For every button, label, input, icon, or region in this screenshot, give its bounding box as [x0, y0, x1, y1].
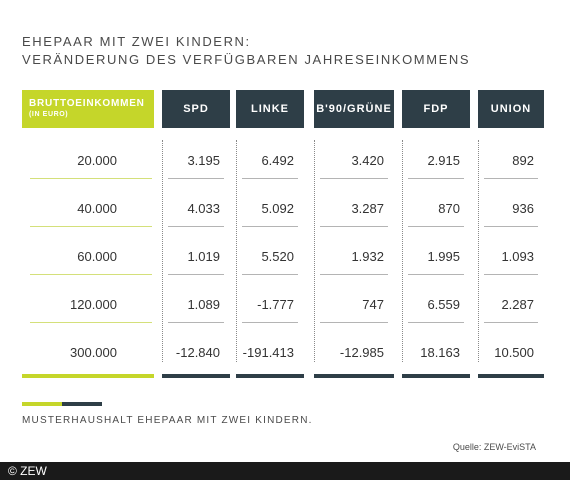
row-rule	[242, 226, 298, 227]
party-header-4: UNION	[478, 90, 544, 128]
bottom-bar-party	[402, 374, 470, 378]
row-rule	[242, 322, 298, 323]
value-cell: 1.093	[501, 249, 534, 264]
row-rule	[30, 274, 152, 275]
row-rule	[484, 226, 538, 227]
income-header-label: BRUTTOEINKOMMEN	[29, 98, 145, 109]
income-value: 300.000	[70, 345, 117, 360]
footnote: MUSTERHAUSHALT EHEPAAR MIT ZWEI KINDERN.	[22, 415, 313, 426]
value-cell: 870	[438, 201, 460, 216]
row-rule	[320, 274, 388, 275]
income-value: 40.000	[77, 201, 117, 216]
income-value: 60.000	[77, 249, 117, 264]
value-cell: 2.287	[501, 297, 534, 312]
row-rule	[242, 178, 298, 179]
column-separator	[402, 140, 403, 362]
value-cell: 1.019	[187, 249, 220, 264]
income-column-header: BRUTTOEINKOMMEN (IN EURO)	[22, 90, 154, 128]
copyright-footer: © ZEW	[0, 462, 570, 480]
source-credit: Quelle: ZEW-EviSTA	[452, 442, 536, 452]
legend-bar	[22, 402, 102, 406]
row-rule	[320, 226, 388, 227]
row-rule	[484, 178, 538, 179]
column-separator	[314, 140, 315, 362]
value-cell: 892	[512, 153, 534, 168]
title-line-1: EHEPAAR MIT ZWEI KINDERN:	[22, 34, 251, 49]
row-rule	[168, 322, 224, 323]
bottom-bar-party	[236, 374, 304, 378]
legend-bar-dark	[62, 402, 102, 406]
value-cell: -1.777	[257, 297, 294, 312]
value-cell: -12.840	[175, 345, 220, 360]
party-header-0: SPD	[162, 90, 230, 128]
row-rule	[408, 274, 464, 275]
row-rule	[168, 178, 224, 179]
income-header-unit: (IN EURO)	[29, 111, 69, 118]
row-rule	[408, 322, 464, 323]
value-cell: 6.492	[261, 153, 294, 168]
row-rule	[30, 226, 152, 227]
value-cell: 10.500	[494, 345, 534, 360]
row-rule	[30, 178, 152, 179]
income-value: 120.000	[70, 297, 117, 312]
party-header-2: B'90/GRÜNE	[314, 90, 394, 128]
row-rule	[168, 226, 224, 227]
value-cell: 18.163	[420, 345, 460, 360]
row-rule	[242, 274, 298, 275]
value-cell: 5.092	[261, 201, 294, 216]
value-cell: 5.520	[261, 249, 294, 264]
value-cell: 1.995	[427, 249, 460, 264]
row-rule	[168, 274, 224, 275]
value-cell: 4.033	[187, 201, 220, 216]
column-separator	[236, 140, 237, 362]
title-line-2: VERÄNDERUNG DES VERFÜGBAREN JAHRESEINKOM…	[22, 52, 471, 67]
value-cell: 1.089	[187, 297, 220, 312]
value-cell: 3.195	[187, 153, 220, 168]
value-cell: 936	[512, 201, 534, 216]
row-rule	[484, 322, 538, 323]
row-rule	[320, 178, 388, 179]
row-rule	[408, 226, 464, 227]
row-rule	[408, 178, 464, 179]
value-cell: -191.413	[242, 345, 294, 360]
value-cell: 1.932	[351, 249, 384, 264]
column-separator	[162, 140, 163, 362]
value-cell: 3.287	[351, 201, 384, 216]
row-rule	[484, 274, 538, 275]
party-header-3: FDP	[402, 90, 470, 128]
value-cell: -12.985	[339, 345, 384, 360]
value-cell: 2.915	[427, 153, 460, 168]
bottom-bar-party	[162, 374, 230, 378]
value-cell: 6.559	[427, 297, 460, 312]
bottom-bar-party	[478, 374, 544, 378]
chart-title: EHEPAAR MIT ZWEI KINDERN: VERÄNDERUNG DE…	[22, 33, 470, 69]
legend-bar-green	[22, 402, 62, 406]
income-value: 20.000	[77, 153, 117, 168]
column-separator	[478, 140, 479, 362]
bottom-bar-income	[22, 374, 154, 378]
value-cell: 747	[362, 297, 384, 312]
bottom-bar-party	[314, 374, 394, 378]
row-rule	[30, 322, 152, 323]
party-header-1: LINKE	[236, 90, 304, 128]
value-cell: 3.420	[351, 153, 384, 168]
row-rule	[320, 322, 388, 323]
